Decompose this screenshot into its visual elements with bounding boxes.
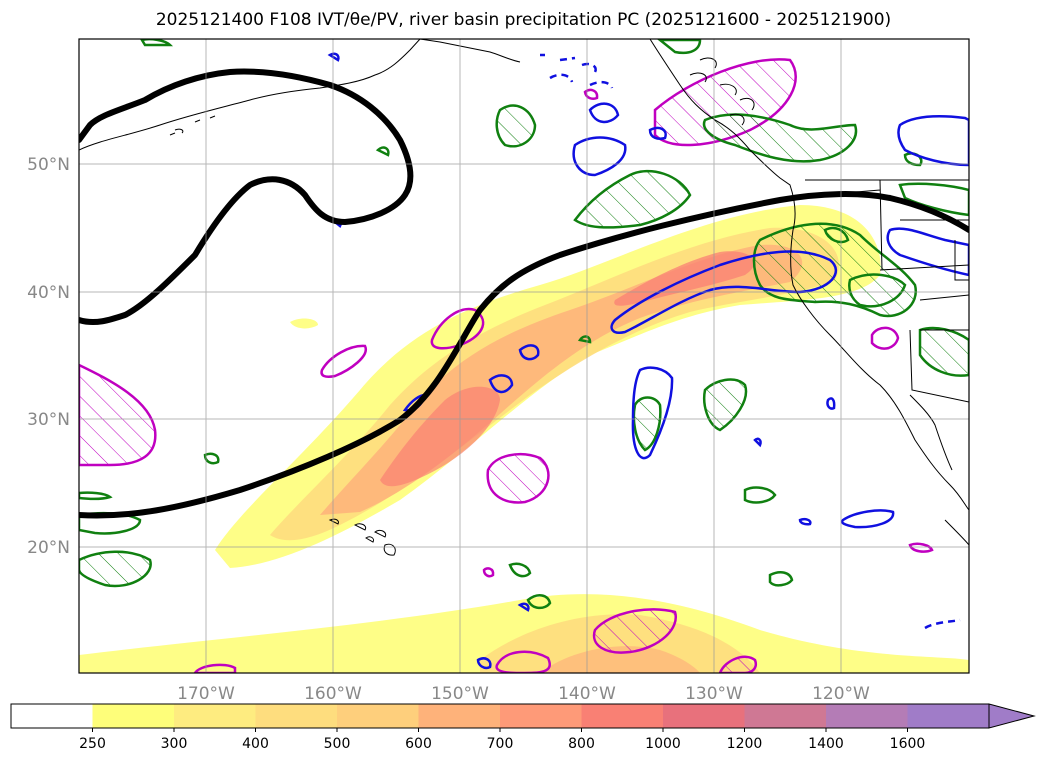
lon-label-130w: 130°W	[685, 684, 743, 704]
colorbar-segment	[418, 704, 501, 728]
colorbar-segment	[337, 704, 419, 728]
latitude-labels: 50°N 40°N 30°N 20°N	[27, 155, 70, 558]
map-area	[79, 39, 969, 673]
colorbar-segment	[500, 704, 582, 728]
blue-contours	[327, 52, 969, 670]
colorbar-tick-label: 400	[242, 736, 269, 752]
colorbar-segment	[744, 704, 827, 728]
colorbar-tick-label: 500	[324, 736, 351, 752]
colorbar-tick-label: 700	[487, 736, 514, 752]
lat-label-40n: 40°N	[27, 283, 70, 303]
colorbar-extend-arrow	[988, 703, 1036, 729]
colorbar-segment	[11, 704, 93, 728]
colorbar-tick-label: 300	[161, 736, 188, 752]
lon-label-160w: 160°W	[304, 684, 362, 704]
colorbar-tick-label: 1000	[645, 736, 681, 752]
colorbar-tick-label: 1600	[890, 736, 926, 752]
gridlines	[79, 39, 969, 673]
lat-label-50n: 50°N	[27, 155, 70, 175]
colorbar-tick-label: 250	[79, 736, 106, 752]
colorbar-segment	[826, 704, 908, 728]
map-frame	[78, 38, 970, 674]
lat-label-20n: 20°N	[27, 538, 70, 558]
lat-label-30n: 30°N	[27, 410, 70, 430]
lon-label-140w: 140°W	[558, 684, 616, 704]
colorbar-tick-label: 1200	[727, 736, 763, 752]
colorbar-segment	[174, 704, 256, 728]
colorbar-segment	[907, 704, 990, 728]
tropopause-contours	[79, 68, 969, 519]
lon-label-120w: 120°W	[812, 684, 870, 704]
colorbar-segment	[255, 704, 338, 728]
colorbar-tick-label: 600	[405, 736, 432, 752]
colorbar-segment	[581, 704, 664, 728]
colorbar-tick-label: 800	[568, 736, 595, 752]
colorbar-tick-label: 1400	[808, 736, 844, 752]
colorbar: 250 300 400 500 600 700 800 1000 1200 1400 1600	[10, 703, 1036, 752]
colorbar-segment	[663, 704, 745, 728]
colorbar-segment	[92, 704, 175, 728]
lon-label-170w: 170°W	[177, 684, 235, 704]
map-title: 2025121400 F108 IVT/θe/PV, river basin p…	[155, 10, 892, 30]
lon-label-150w: 150°W	[431, 684, 489, 704]
longitude-labels: 170°W 160°W 150°W 140°W 130°W 120°W	[177, 684, 870, 704]
